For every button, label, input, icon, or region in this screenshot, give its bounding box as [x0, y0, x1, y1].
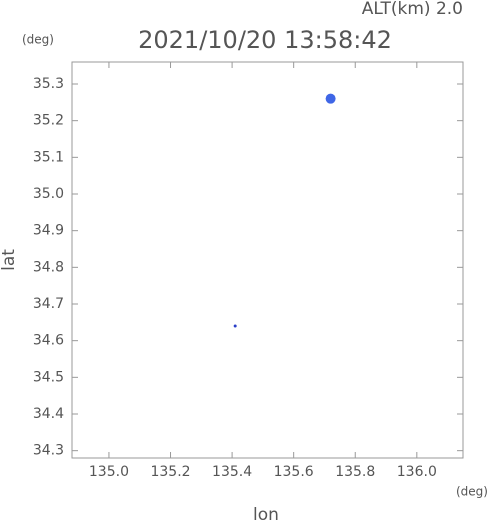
y-tick-label: 34.3 — [33, 443, 64, 459]
chart-title: 2021/10/20 13:58:42 — [138, 26, 392, 54]
y-tick-label: 34.9 — [33, 223, 64, 239]
x-unit: (deg) — [456, 485, 488, 499]
x-axis-label: lon — [253, 505, 279, 521]
x-tick-label: 135.2 — [150, 464, 190, 480]
y-tick-label: 34.7 — [33, 296, 64, 312]
plot-frame — [71, 61, 464, 459]
x-tick-label: 136.0 — [397, 464, 437, 480]
point — [325, 93, 336, 104]
x-tick-label: 135.4 — [212, 464, 252, 480]
y-tick-label: 34.6 — [33, 333, 64, 349]
x-tick-label: 135.6 — [274, 464, 314, 480]
y-tick-label: 35.2 — [33, 113, 64, 129]
y-tick-label: 35.1 — [33, 149, 64, 165]
point — [233, 324, 237, 328]
y-unit: (deg) — [22, 33, 54, 47]
annotation: ALT(km) 2.0 — [362, 0, 463, 19]
x-tick-label: 135.8 — [335, 464, 375, 480]
y-tick-label: 34.4 — [33, 406, 64, 422]
y-tick-label: 34.5 — [33, 369, 64, 385]
x-tick-label: 135.0 — [89, 464, 129, 480]
y-axis-label: lat — [0, 249, 19, 271]
y-tick-label: 34.8 — [33, 259, 64, 275]
y-tick-label: 35.0 — [33, 186, 64, 202]
y-tick-label: 35.3 — [33, 76, 64, 92]
